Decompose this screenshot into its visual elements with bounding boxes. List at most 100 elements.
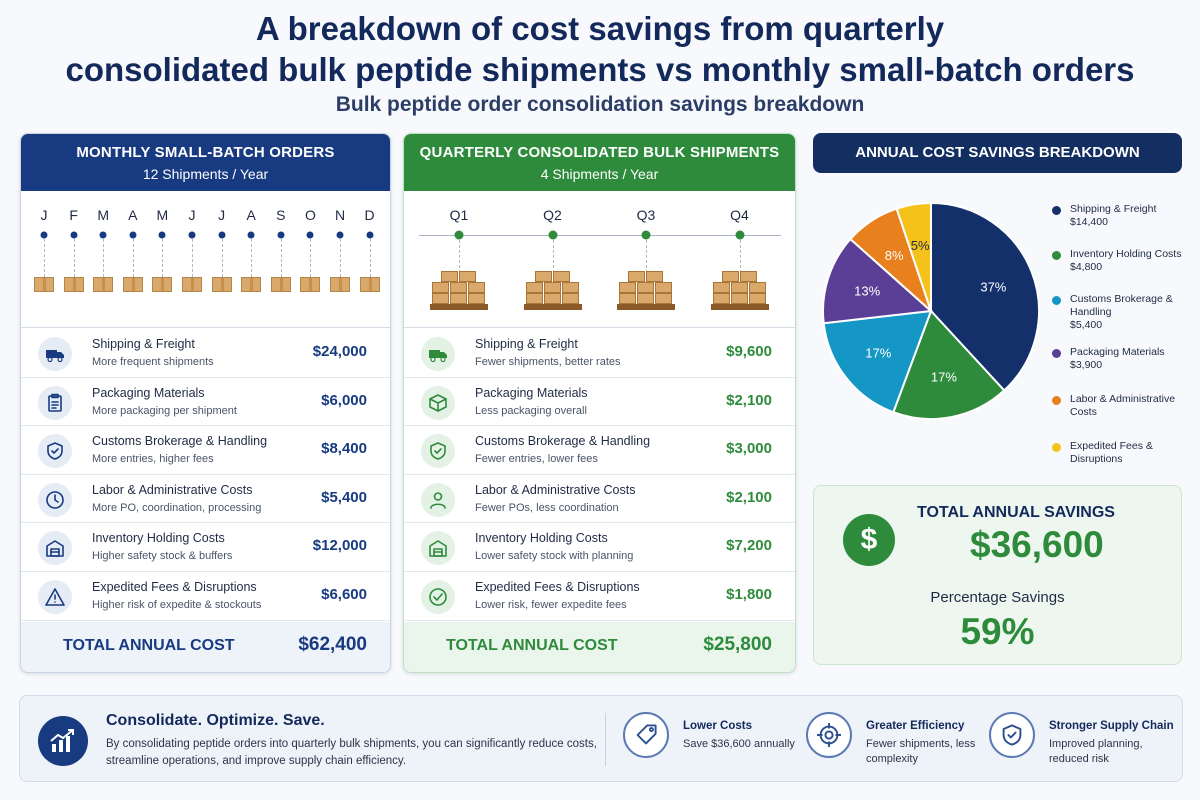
package-icon bbox=[182, 277, 202, 292]
package-icon bbox=[270, 277, 291, 292]
person-icon bbox=[421, 482, 455, 517]
month-label: A bbox=[128, 207, 138, 223]
cost-name: Inventory Holding Costs bbox=[475, 531, 608, 546]
month-label: J bbox=[188, 207, 196, 223]
check-icon bbox=[421, 579, 455, 614]
target-icon bbox=[806, 712, 852, 758]
timeline-line bbox=[419, 235, 781, 236]
quarterly-subtitle: 4 Shipments / Year bbox=[540, 166, 659, 182]
monthly-total: TOTAL ANNUAL COST $62,400 bbox=[21, 622, 390, 672]
hanging-string bbox=[192, 239, 193, 277]
cost-name: Shipping & Freight bbox=[92, 337, 195, 351]
month-dot bbox=[158, 231, 166, 239]
quarterly-cost-row: Expedited Fees & Disruptions Lower risk, … bbox=[404, 572, 795, 621]
cost-name: Expedited Fees & Disruptions bbox=[475, 579, 640, 594]
package-icon bbox=[122, 277, 143, 292]
savings-value: $36,600 bbox=[970, 524, 1104, 565]
legend-swatch bbox=[1052, 206, 1061, 215]
legend-name: Expedited Fees & Disruptions bbox=[1070, 440, 1153, 465]
quarterly-cost-row: Customs Brokerage & Handling Fewer entrie… bbox=[404, 426, 795, 475]
feature-description: Save $36,600 annually bbox=[683, 738, 795, 750]
pallet-icon bbox=[430, 271, 488, 311]
legend-text: Inventory Holding Costs $4,800 bbox=[1070, 248, 1190, 274]
pie-slice bbox=[822, 309, 933, 414]
cost-amount: $5,400 bbox=[321, 488, 367, 506]
feature-title: Greater Efficiency bbox=[866, 720, 965, 732]
cost-description: More PO, coordination, processing bbox=[92, 501, 262, 514]
feature-description: Fewer shipments, less complexity bbox=[866, 738, 976, 765]
month-label: D bbox=[364, 207, 375, 223]
monthly-cost-row: Expedited Fees & Disruptions Higher risk … bbox=[21, 572, 390, 621]
footer-banner: Consolidate. Optimize. Save. By consolid… bbox=[19, 695, 1183, 782]
month-label: S bbox=[276, 207, 286, 223]
cost-amount: $1,800 bbox=[726, 585, 772, 603]
package-icon bbox=[93, 277, 114, 292]
footer-heading: Consolidate. Optimize. Save. bbox=[106, 712, 325, 729]
month-dot bbox=[218, 231, 226, 239]
legend-text: Customs Brokerage & Handling $5,400 bbox=[1070, 293, 1190, 332]
monthly-total-label: TOTAL ANNUAL COST bbox=[63, 637, 235, 654]
cost-description: Less packaging overall bbox=[475, 404, 587, 417]
slice-percent-label: 8% bbox=[885, 248, 904, 263]
month-dot bbox=[336, 231, 344, 239]
quarterly-cost-list: Shipping & Freight Fewer shipments, bette… bbox=[404, 329, 795, 621]
month-label: F bbox=[69, 207, 78, 223]
monthly-subtitle: 12 Shipments / Year bbox=[142, 166, 269, 182]
cost-name: Packaging Materials bbox=[475, 385, 588, 400]
legend-swatch bbox=[1052, 349, 1061, 358]
legend-name: Labor & Administrative Costs bbox=[1070, 393, 1176, 418]
cost-description: Higher safety stock & buffers bbox=[92, 550, 233, 563]
hanging-string bbox=[310, 239, 312, 277]
cost-name: Customs Brokerage & Handling bbox=[92, 434, 268, 449]
monthly-cost-row: Shipping & Freight More frequent shipment… bbox=[21, 329, 390, 378]
quarterly-header: QUARTERLY CONSOLIDATED BULK SHIPMENTS 4 … bbox=[404, 134, 795, 191]
shield-check-icon bbox=[989, 712, 1035, 758]
shield-icon bbox=[421, 434, 455, 469]
cost-amount: $2,100 bbox=[726, 488, 772, 506]
feature-title: Lower Costs bbox=[683, 720, 753, 732]
growth-chart-icon bbox=[38, 716, 88, 766]
shield-icon bbox=[38, 434, 72, 469]
month-dot bbox=[247, 231, 255, 239]
cost-name: Labor & Administrative Costs bbox=[475, 482, 636, 497]
cost-description: More packaging per shipment bbox=[92, 404, 237, 417]
legend-value: $4,800 bbox=[1070, 261, 1103, 273]
legend-swatch bbox=[1052, 443, 1061, 452]
dollar-icon: $ bbox=[843, 514, 895, 566]
quarter-label: Q2 bbox=[543, 207, 562, 223]
clipboard-icon bbox=[38, 385, 72, 420]
hanging-string bbox=[552, 240, 554, 273]
quarterly-cost-row: Shipping & Freight Fewer shipments, bette… bbox=[404, 329, 795, 378]
monthly-total-value: $62,400 bbox=[298, 634, 367, 655]
legend-swatch bbox=[1052, 396, 1061, 405]
quarterly-cost-row: Inventory Holding Costs Lower safety stoc… bbox=[404, 523, 795, 572]
clock-icon bbox=[38, 482, 72, 517]
truck-icon bbox=[38, 337, 72, 371]
legend-swatch bbox=[1052, 296, 1061, 305]
quarter-dot bbox=[735, 230, 744, 240]
slice-percent-label: 13% bbox=[854, 284, 880, 299]
hanging-string bbox=[103, 239, 105, 277]
pallet-icon bbox=[617, 271, 675, 311]
month-label: J bbox=[40, 207, 48, 223]
cost-description: Fewer entries, lower fees bbox=[475, 453, 598, 466]
footer-divider bbox=[605, 713, 606, 766]
cost-amount: $24,000 bbox=[312, 343, 367, 360]
legend-name: Customs Brokerage & Handling bbox=[1070, 293, 1173, 318]
monthly-cost-row: Packaging Materials More packaging per sh… bbox=[21, 378, 390, 427]
month-label: M bbox=[156, 207, 169, 223]
quarter-label: Q4 bbox=[730, 207, 749, 223]
hanging-string bbox=[340, 239, 341, 277]
feature-title: Stronger Supply Chain bbox=[1049, 720, 1174, 732]
quarter-label: Q3 bbox=[636, 207, 656, 223]
package-icon bbox=[63, 277, 84, 292]
percentage-value: 59% bbox=[960, 611, 1035, 652]
monthly-cost-row: Inventory Holding Costs Higher safety sto… bbox=[21, 523, 390, 572]
legend-text: Expedited Fees & Disruptions bbox=[1070, 440, 1190, 466]
month-label: J bbox=[218, 207, 226, 223]
month-dot bbox=[129, 231, 137, 239]
quarterly-cost-row: Packaging Materials Less packaging overal… bbox=[404, 378, 795, 427]
cost-amount: $9,600 bbox=[726, 343, 772, 360]
quarter-dot bbox=[454, 230, 464, 240]
